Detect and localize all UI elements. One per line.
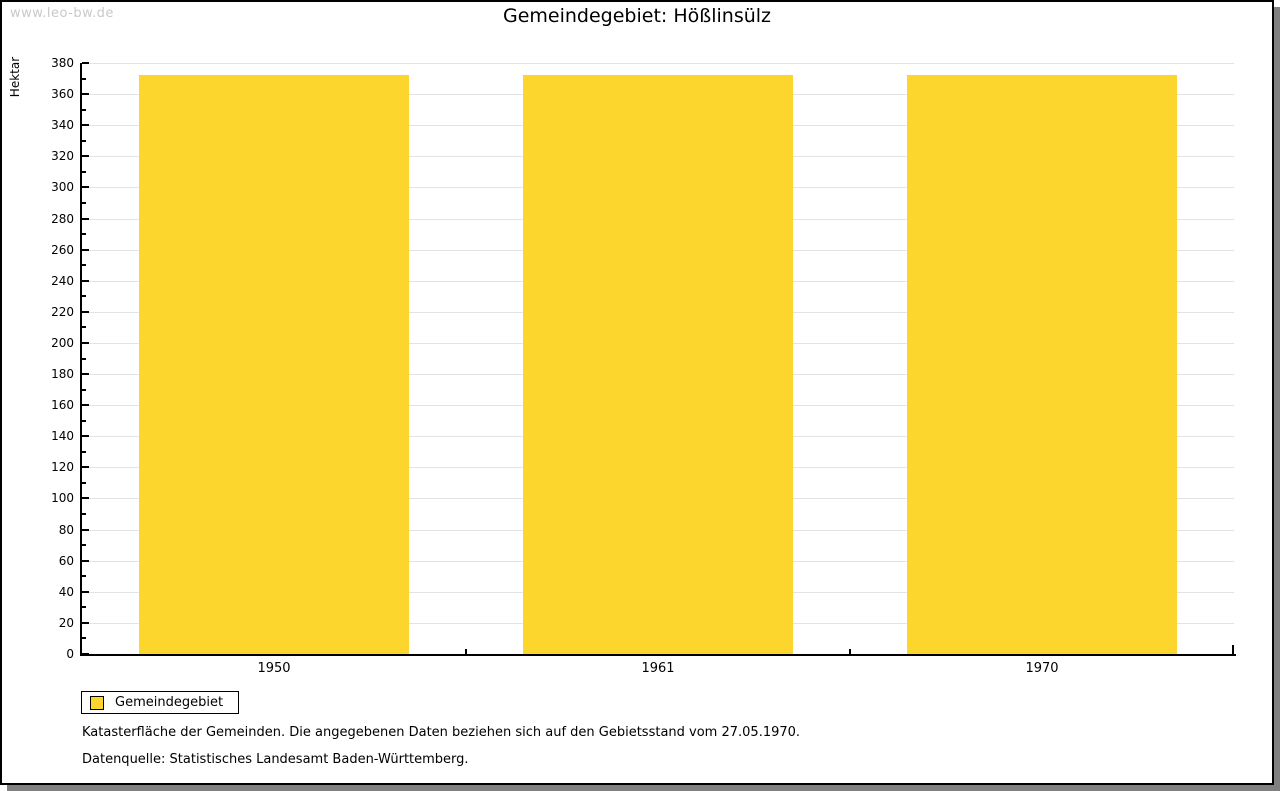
bar-1961 (523, 75, 793, 654)
y-major-tick (82, 621, 89, 624)
y-major-tick (82, 310, 89, 313)
x-axis-end-tick (1232, 645, 1234, 654)
x-tick-label: 1970 (1025, 661, 1059, 676)
y-tick-label: 0 (66, 647, 74, 661)
y-tick-label: 340 (51, 118, 74, 133)
y-minor-tick (82, 637, 86, 640)
y-tick-label: 140 (51, 429, 74, 444)
gridline (82, 63, 1234, 64)
y-minor-tick (82, 606, 86, 609)
y-major-tick (82, 653, 89, 655)
y-major-tick (82, 590, 89, 593)
watermark: www.leo-bw.de (10, 6, 114, 21)
y-major-tick (82, 155, 89, 158)
y-minor-tick (82, 201, 86, 204)
x-separator-tick (465, 649, 467, 654)
y-tick-label: 240 (51, 273, 74, 288)
y-axis (80, 63, 82, 656)
y-major-tick (82, 217, 89, 220)
y-minor-tick (82, 481, 86, 484)
y-tick-label: 80 (58, 522, 74, 537)
plot-area: 0 20 40 60 80 100 120 140 160 180 200 220 240 260 280 3… (51, 56, 1236, 676)
y-tick-label: 40 (58, 584, 74, 599)
x-tick-label: 1961 (641, 661, 675, 676)
y-tick-label: 220 (51, 304, 74, 319)
y-minor-tick (82, 575, 86, 578)
y-major-tick (82, 497, 89, 500)
y-minor-tick (82, 264, 86, 267)
y-major-tick (82, 466, 89, 469)
y-tick-label: 280 (51, 211, 74, 226)
y-tick-label: 60 (58, 553, 74, 568)
y-minor-tick (82, 513, 86, 516)
y-major-tick (82, 124, 89, 127)
y-major-tick (82, 528, 89, 531)
y-major-tick (82, 62, 89, 64)
footnote-gebietsstand: Katasterfläche der Gemeinden. Die angege… (82, 725, 801, 740)
y-axis-label: Hektar (8, 56, 22, 98)
y-minor-tick (82, 77, 86, 80)
y-major-tick (82, 279, 89, 282)
y-tick-label: 120 (51, 460, 74, 475)
y-major-tick (82, 186, 89, 189)
legend-label: Gemeindegebiet (115, 695, 224, 710)
y-tick-label: 200 (51, 335, 74, 350)
y-major-tick (82, 435, 89, 438)
y-tick-label: 180 (51, 367, 74, 382)
x-separator-tick (849, 649, 851, 654)
y-minor-tick (82, 108, 86, 111)
y-tick-label: 100 (51, 491, 74, 506)
y-minor-tick (82, 388, 86, 391)
y-major-tick (82, 248, 89, 251)
y-major-tick (82, 93, 89, 96)
y-minor-tick (82, 295, 86, 298)
y-minor-tick (82, 419, 86, 422)
y-minor-tick (82, 139, 86, 142)
y-tick-label: 380 (51, 56, 74, 70)
footnote-datenquelle: Datenquelle: Statistisches Landesamt Bad… (82, 752, 469, 767)
y-minor-tick (82, 357, 86, 360)
y-tick-label: 20 (58, 615, 74, 630)
y-tick-label: 300 (51, 180, 74, 195)
y-major-tick (82, 404, 89, 407)
y-minor-tick (82, 326, 86, 329)
x-tick-label: 1950 (257, 661, 291, 676)
y-tick-label: 320 (51, 149, 74, 164)
y-tick-label: 260 (51, 242, 74, 257)
y-tick-label: 360 (51, 87, 74, 102)
y-minor-tick (82, 170, 86, 173)
y-minor-tick (82, 233, 86, 236)
legend: Gemeindegebiet (81, 691, 240, 714)
y-minor-tick (82, 450, 86, 453)
y-minor-tick (82, 544, 86, 547)
bar-1970 (907, 75, 1177, 654)
chart-title: Gemeindegebiet: Hößlinsülz (502, 5, 772, 27)
y-major-tick (82, 559, 89, 562)
legend-swatch (90, 695, 104, 710)
y-major-tick (82, 373, 89, 376)
x-axis (80, 654, 1236, 656)
bar-1950 (139, 75, 409, 654)
y-tick-label: 160 (51, 398, 74, 413)
y-major-tick (82, 341, 89, 344)
